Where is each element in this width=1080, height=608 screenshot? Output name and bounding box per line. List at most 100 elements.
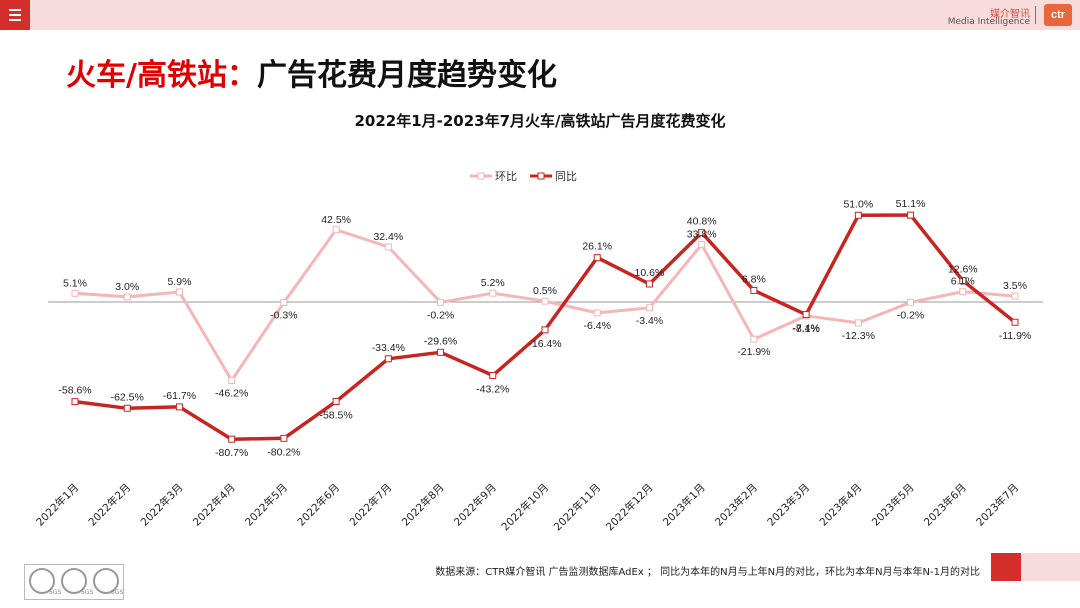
- data-point: [959, 288, 967, 296]
- data-label: -3.4%: [636, 315, 663, 327]
- data-point: [750, 286, 758, 294]
- series-line-0: [74, 228, 1016, 382]
- sgs-seal-icon: [61, 568, 87, 594]
- data-label: -80.7%: [215, 447, 248, 459]
- data-label: -7.4%: [792, 323, 819, 335]
- data-point: [541, 326, 549, 334]
- data-point: [1011, 292, 1019, 300]
- brand-name-en: Media Intelligence: [947, 17, 1030, 27]
- data-label: 12.6%: [948, 264, 978, 276]
- data-label: 51.0%: [843, 198, 873, 210]
- data-label: -6.4%: [584, 320, 611, 332]
- x-tick-label: 2022年8月: [399, 481, 447, 529]
- chart-title: 2022年1月-2023年7月火车/高铁站广告月度花费变化: [354, 112, 726, 130]
- x-tick-label: 2022年12月: [603, 481, 655, 533]
- menu-icon: [9, 9, 21, 11]
- data-point: [332, 226, 340, 234]
- seal-label: SGS: [111, 589, 124, 596]
- page-title: 火车/高铁站：广告花费月度趋势变化: [66, 50, 557, 94]
- data-label: 51.1%: [896, 198, 926, 210]
- data-label: -61.7%: [163, 390, 196, 402]
- brand-name-cn: 媒介智讯: [990, 9, 1030, 20]
- data-label: 10.6%: [635, 267, 665, 279]
- data-label: -43.2%: [476, 383, 509, 395]
- x-tick-label: 2022年10月: [499, 481, 551, 533]
- data-label: -0.2%: [427, 309, 454, 321]
- x-tick-label: 2023年1月: [660, 481, 708, 529]
- data-point: [123, 404, 131, 412]
- data-label: 0.5%: [533, 285, 557, 297]
- data-point: [175, 288, 183, 296]
- data-label: 40.8%: [687, 216, 717, 228]
- legend-marker-1: [537, 172, 545, 180]
- x-tick-label: 2022年3月: [138, 481, 186, 529]
- data-point: [907, 211, 915, 219]
- source-note: 数据来源：CTR媒介智讯 广告监测数据库AdEx ； 同比为本年的N月与上年N月…: [435, 567, 980, 578]
- x-tick-label: 2022年11月: [551, 481, 603, 533]
- footer-accent-pink: [1021, 553, 1080, 581]
- sgs-seal-icon: [93, 568, 119, 594]
- certification-seals: SGS SGS SGS: [24, 564, 124, 600]
- data-label: -46.2%: [215, 388, 248, 400]
- data-point: [645, 304, 653, 312]
- data-label: -11.9%: [999, 330, 1032, 342]
- data-label: -0.2%: [897, 309, 924, 321]
- footer-accent-red: [991, 553, 1021, 581]
- data-label: 6.1%: [951, 276, 975, 288]
- top-bar: [0, 0, 1080, 30]
- data-point: [384, 243, 392, 251]
- data-point: [280, 299, 288, 307]
- data-point: [541, 297, 549, 305]
- data-point: [593, 254, 601, 262]
- data-label: 5.9%: [167, 276, 191, 288]
- data-label: 26.1%: [582, 241, 612, 253]
- data-label: -16.4%: [528, 338, 561, 350]
- page-title-black: 广告花费月度趋势变化: [256, 58, 557, 93]
- data-point: [959, 277, 967, 285]
- sgs-seal-icon: [29, 568, 55, 594]
- x-tick-label: 2022年1月: [33, 481, 81, 529]
- seal-label: SGS: [49, 589, 62, 596]
- data-label: 5.1%: [63, 277, 87, 289]
- menu-button[interactable]: [0, 0, 30, 30]
- data-label: 32.4%: [373, 231, 403, 243]
- x-tick-label: 2023年3月: [765, 481, 813, 529]
- x-tick-label: 2022年9月: [451, 481, 499, 529]
- data-point: [854, 319, 862, 327]
- data-label: 33.8%: [687, 229, 717, 241]
- data-point: [175, 403, 183, 411]
- data-label: -29.6%: [424, 335, 457, 347]
- x-tick-label: 2022年6月: [295, 481, 343, 529]
- x-tick-label: 2022年4月: [190, 481, 238, 529]
- page-title-red: 火车/高铁站：: [66, 58, 257, 93]
- data-label: -21.9%: [737, 346, 770, 358]
- x-tick-label: 2023年7月: [973, 481, 1021, 529]
- data-point: [437, 298, 445, 306]
- ctr-logo: ctr: [1044, 4, 1072, 26]
- legend-label-0: 环比: [495, 170, 517, 183]
- data-point: [698, 241, 706, 249]
- menu-icon-line: [9, 19, 21, 21]
- data-point: [698, 229, 706, 237]
- data-point: [1011, 318, 1019, 326]
- seal-label: SGS: [81, 589, 94, 596]
- legend-label-1: 同比: [555, 170, 577, 183]
- data-point: [280, 434, 288, 442]
- x-tick-label: 2023年4月: [817, 481, 865, 529]
- data-point: [489, 371, 497, 379]
- data-label: 5.2%: [481, 277, 505, 289]
- data-point: [489, 289, 497, 297]
- data-label: -8.1%: [792, 323, 819, 335]
- data-point: [802, 311, 810, 319]
- brand-divider: [1035, 6, 1036, 24]
- data-point: [332, 397, 340, 405]
- data-label: 42.5%: [321, 214, 351, 226]
- data-point: [228, 377, 236, 385]
- data-label: 6.8%: [742, 273, 766, 285]
- data-label: -58.5%: [319, 409, 352, 421]
- x-tick-label: 2023年2月: [712, 481, 760, 529]
- data-label: 3.0%: [115, 281, 139, 293]
- data-point: [71, 398, 79, 406]
- legend-marker-0: [477, 172, 485, 180]
- data-point: [907, 298, 915, 306]
